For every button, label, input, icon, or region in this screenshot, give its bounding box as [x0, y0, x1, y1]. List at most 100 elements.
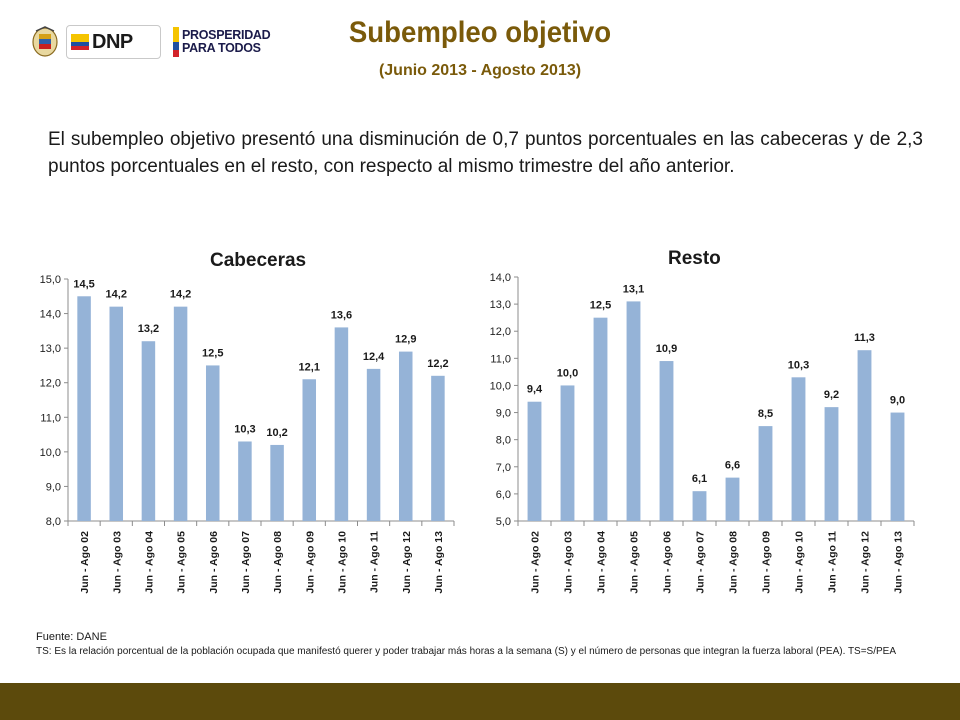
x-tick-label: Jun - Ago 11: [369, 531, 381, 593]
bar: [431, 375, 445, 521]
colombia-flag-icon: [71, 34, 89, 50]
ts-definition-note: TS: Es la relación porcentual de la pobl…: [36, 646, 897, 657]
y-tick-label: 11,0: [40, 412, 61, 424]
bar: [560, 385, 575, 521]
bar: [527, 401, 542, 521]
bar: [366, 368, 381, 521]
y-tick-label: 5,0: [496, 516, 511, 528]
data-label: 10,9: [656, 343, 677, 355]
y-tick-label: 12,0: [490, 326, 511, 338]
cabeceras-bar-chart: 8,0 9,0 10,0 11,0 12,0 13,0 14,0 15,0 14,5 Jun - …: [40, 274, 455, 594]
x-tick-label: Jun - Ago 02: [79, 531, 91, 594]
bar: [238, 441, 252, 521]
bar: [141, 341, 156, 521]
data-label: 9,0: [890, 395, 905, 407]
bar: [302, 379, 317, 521]
data-label: 13,1: [623, 283, 644, 295]
x-tick-label: Jun - Ago 10: [336, 531, 348, 594]
bar: [626, 301, 641, 521]
bar: [890, 412, 905, 521]
data-label: 9,4: [527, 384, 543, 396]
data-label: 11,3: [854, 332, 875, 344]
x-tick-label: Jun - Ago 13: [433, 531, 445, 594]
prosperidad-flag-icon: [173, 27, 179, 57]
description-text: El subempleo objetivo presentó una dismi…: [48, 129, 923, 177]
y-tick-label: 10,0: [490, 380, 511, 392]
y-tick-label: 7,0: [496, 462, 511, 474]
data-label: 14,2: [106, 289, 127, 301]
x-tick-label: Jun - Ago 03: [563, 531, 575, 594]
source-note: Fuente: DANE: [36, 631, 107, 643]
x-tick-label: Jun - Ago 08: [272, 531, 284, 594]
data-label: 14,2: [170, 289, 191, 301]
prosperidad-logo: PROSPERIDAD PARA TODOS: [173, 27, 271, 57]
dnp-logo-text: DNP: [92, 30, 133, 53]
data-label: 10,3: [234, 423, 255, 435]
data-label: 6,6: [725, 460, 740, 472]
bar: [824, 407, 839, 521]
data-label: 6,1: [692, 473, 707, 485]
bar: [593, 317, 608, 521]
bar: [173, 306, 188, 521]
x-tick-label: Jun - Ago 03: [111, 531, 123, 594]
x-tick-label: Jun - Ago 06: [662, 531, 674, 594]
x-tick-label: Jun - Ago 12: [860, 531, 872, 594]
data-label: 10,0: [557, 367, 578, 379]
y-tick-label: 13,0: [40, 343, 61, 355]
data-label: 10,3: [788, 359, 809, 371]
data-label: 13,2: [138, 323, 159, 335]
x-tick-label: Jun - Ago 12: [401, 531, 413, 594]
bar: [725, 477, 740, 521]
data-label: 12,5: [202, 347, 223, 359]
bar: [77, 296, 91, 521]
data-label: 12,1: [299, 361, 320, 373]
dnp-logo: DNP: [66, 25, 161, 59]
colombia-coat-of-arms-icon: [30, 25, 60, 59]
y-tick-label: 13,0: [490, 299, 511, 311]
data-label: 9,2: [824, 389, 839, 401]
bar: [205, 365, 220, 521]
x-tick-label: Jun - Ago 11: [827, 531, 839, 593]
x-tick-label: Jun - Ago 05: [629, 531, 641, 594]
resto-bar-chart: 5,0 6,0 7,0 8,0 9,0 10,0 11,0 12,0 13,0 14,0 9,4 Ju…: [490, 272, 915, 594]
x-tick-label: Jun - Ago 13: [893, 531, 905, 594]
y-tick-label: 15,0: [40, 274, 61, 286]
x-tick-label: Jun - Ago 04: [143, 531, 155, 594]
data-label: 8,5: [758, 408, 773, 420]
x-tick-label: Jun - Ago 06: [208, 531, 220, 594]
bar: [398, 351, 413, 521]
x-tick-label: Jun - Ago 05: [176, 531, 188, 594]
data-label: 12,9: [395, 334, 416, 346]
y-tick-label: 9,0: [496, 408, 511, 420]
y-tick-label: 8,0: [496, 435, 511, 447]
y-tick-label: 6,0: [496, 489, 511, 501]
y-tick-label: 11,0: [490, 353, 511, 365]
bar: [857, 350, 872, 521]
data-label: 14,5: [73, 278, 94, 290]
page-title: Subempleo objetivo: [348, 16, 612, 49]
x-tick-label: Jun - Ago 04: [596, 531, 608, 594]
bar: [109, 306, 124, 521]
x-tick-label: Jun - Ago 09: [304, 531, 316, 594]
chart-title-resto: Resto: [668, 248, 721, 269]
x-tick-label: Jun - Ago 08: [728, 531, 740, 594]
y-tick-label: 8,0: [46, 516, 61, 528]
bar: [334, 327, 349, 521]
data-label: 12,4: [363, 351, 385, 363]
y-tick-label: 14,0: [490, 272, 511, 284]
data-label: 12,2: [427, 358, 448, 370]
bar: [270, 444, 284, 521]
y-tick-label: 12,0: [40, 378, 61, 390]
prosperidad-line1: PROSPERIDAD: [182, 28, 271, 42]
page-subtitle: (Junio 2013 - Agosto 2013): [378, 62, 582, 79]
prosperidad-line2: PARA TODOS: [182, 41, 261, 55]
bar: [659, 361, 674, 521]
y-tick-label: 14,0: [40, 309, 61, 321]
logo-group: DNP PROSPERIDAD PARA TODOS: [30, 22, 271, 62]
x-tick-label: Jun - Ago 07: [695, 531, 707, 594]
data-label: 13,6: [331, 309, 352, 321]
chart-title-cabeceras: Cabeceras: [210, 250, 307, 271]
x-tick-label: Jun - Ago 09: [761, 531, 773, 594]
y-tick-label: 10,0: [40, 447, 61, 459]
data-label: 10,2: [266, 427, 287, 439]
